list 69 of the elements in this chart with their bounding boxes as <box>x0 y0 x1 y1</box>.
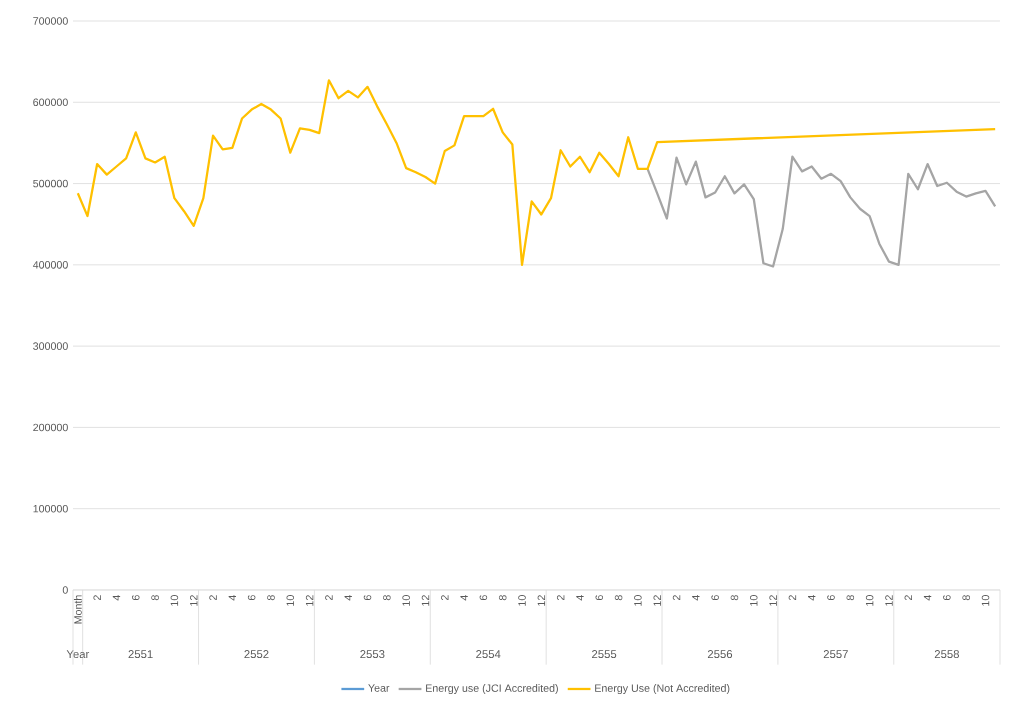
x-tick-label: 12 <box>537 595 546 606</box>
x-tick-label: 6 <box>595 595 604 601</box>
x-tick-label: 12 <box>769 595 777 606</box>
x-tick-label: 8 <box>962 595 970 601</box>
x-tick-label: 10 <box>170 595 179 606</box>
x-tick-label: 2 <box>788 595 797 601</box>
x-tick-label: 8 <box>151 595 159 601</box>
y-tick-label: 100000 <box>33 504 68 513</box>
x-tick-label: 6 <box>943 595 951 601</box>
x-tick-label: 10 <box>286 595 295 606</box>
x-tick-label: 8 <box>730 595 739 601</box>
line-series <box>646 155 997 268</box>
y-tick-label: 700000 <box>33 17 68 25</box>
text: 2554 <box>476 650 501 659</box>
x-tick-label: 12 <box>189 595 198 606</box>
text: 2556 <box>707 650 733 659</box>
x-tick-label: 8 <box>383 595 391 601</box>
x-tick-label: 10 <box>402 595 410 606</box>
legend-label: Year <box>368 684 390 692</box>
x-tick-label: 2 <box>672 595 681 601</box>
x-tick-label: 2 <box>93 595 101 601</box>
x-tick-label: 4 <box>344 595 352 601</box>
x-tick-label: 10 <box>981 595 990 606</box>
x-tick-label: 6 <box>247 595 256 601</box>
x-tick-label: 12 <box>653 595 661 606</box>
text: 2553 <box>360 650 385 659</box>
text: 2557 <box>823 650 848 659</box>
x-tick-label: 10 <box>749 595 758 606</box>
y-tick-label: 500000 <box>33 179 68 188</box>
x-tick-label: 12 <box>421 595 430 606</box>
text: 2555 <box>592 650 617 659</box>
x-tick-label: 6 <box>132 595 140 601</box>
x-tick-label: 6 <box>479 595 488 601</box>
x-tick-label: 10 <box>865 595 874 606</box>
x-tick-label: 4 <box>923 595 932 601</box>
x-tick-label: 2 <box>556 595 565 601</box>
text: 2558 <box>934 650 959 659</box>
text: 2552 <box>244 650 269 659</box>
x-tick-label: 4 <box>112 595 121 601</box>
y-tick-label: 200000 <box>33 423 68 432</box>
x-tick-label: 6 <box>711 595 719 601</box>
x-tick-label: 10 <box>518 595 526 606</box>
x-tick-label: 2 <box>209 595 217 601</box>
x-tick-label: 10 <box>634 595 642 606</box>
x-tick-label: 6 <box>363 595 372 601</box>
x-tick-label: 4 <box>576 595 584 601</box>
x-tick-label: 2 <box>904 595 912 601</box>
x-tick-label: 8 <box>498 595 507 601</box>
x-tick-label: 12 <box>305 595 314 606</box>
x-tick-label: 8 <box>846 595 855 601</box>
x-tick-label: 8 <box>614 595 623 601</box>
x-tick-label: 8 <box>267 595 275 601</box>
x-tick-label: 4 <box>460 595 468 601</box>
y-tick-label: 0 <box>62 586 68 594</box>
x-tick-label: 6 <box>827 595 835 601</box>
y-tick-label: 400000 <box>32 261 68 269</box>
x-tick-label: 2 <box>441 595 449 601</box>
x-tick-label: 12 <box>885 595 893 606</box>
y-tick-label: 300000 <box>33 342 68 350</box>
text: Year <box>66 650 90 659</box>
legend-label: Energy use (JCI Accredited) <box>426 684 558 695</box>
x-tick-label: 2 <box>325 595 333 601</box>
y-tick-label: 600000 <box>33 98 68 107</box>
legend-label: Energy Use (Not Accredited) <box>595 684 730 695</box>
x-tick-label: Month <box>73 595 82 624</box>
x-tick-label: 4 <box>808 595 816 601</box>
x-tick-label: 4 <box>692 595 700 601</box>
x-tick-label: 4 <box>228 595 236 601</box>
text: 2551 <box>128 650 153 659</box>
